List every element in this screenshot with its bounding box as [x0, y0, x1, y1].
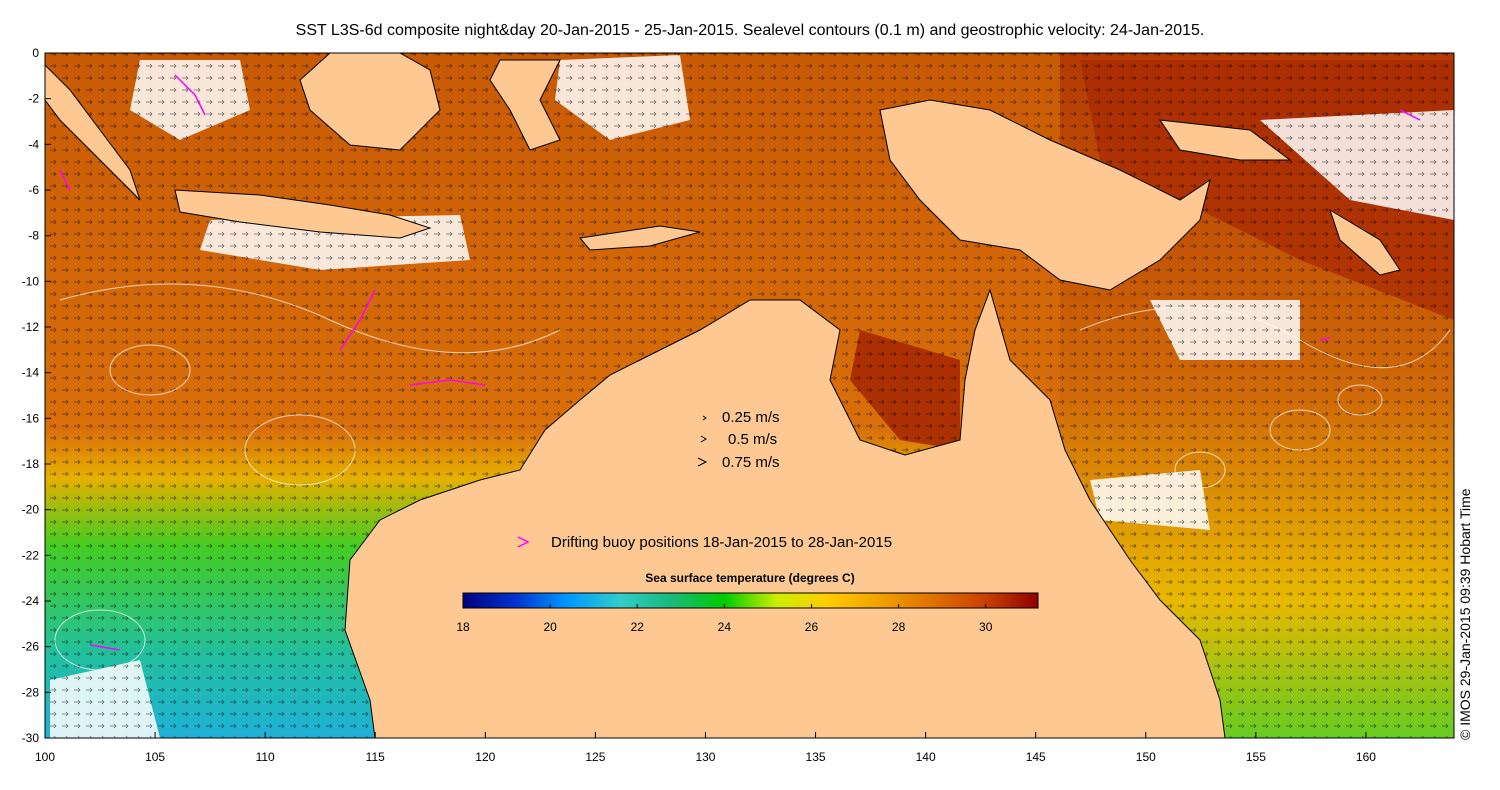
y-tick-label: -6 [28, 183, 39, 197]
y-tick-label: -8 [28, 229, 39, 243]
colorbar-tick-label: 24 [718, 620, 732, 634]
credit-text: © IMOS 29-Jan-2015 09:39 Hobart Time [1457, 488, 1473, 740]
velocity-legend-row-1: 0.25 m/s [702, 409, 780, 426]
timor-land [579, 225, 701, 251]
buoy-marker-icon [517, 536, 530, 548]
arrow-medium-icon [700, 435, 707, 443]
colorbar: Sea surface temperature (degrees C) 18 20… [456, 571, 1039, 634]
x-tick-label: 110 [256, 750, 275, 764]
y-tick-label: -30 [22, 731, 40, 745]
colorbar-tick-label: 22 [631, 620, 645, 634]
solomon-islands-land [1329, 208, 1401, 276]
y-tick-label: -12 [22, 320, 40, 334]
bismarck-land [1158, 119, 1292, 161]
y-tick-label: -24 [22, 594, 40, 608]
velocity-legend-row-3: 0.75 m/s [697, 454, 780, 471]
x-tick-label: 115 [366, 750, 385, 764]
y-tick-label: -14 [22, 366, 40, 380]
colorbar-tick-label: 18 [456, 620, 470, 634]
colorbar-tick-label: 26 [805, 620, 819, 634]
x-tick-label: 120 [475, 750, 495, 764]
australia-land [344, 288, 1226, 739]
velocity-legend-row-2: 0.5 m/s [700, 431, 777, 448]
buoy-tracks [59, 74, 1421, 651]
x-tick-label: 135 [806, 750, 826, 764]
y-tick-label: -2 [28, 92, 39, 106]
x-tick-label: 130 [695, 750, 715, 764]
colorbar-ticks: 18 20 22 24 26 28 30 [456, 604, 993, 634]
y-tick-label: -20 [22, 503, 40, 517]
buoy-legend: Drifting buoy positions 18-Jan-2015 to 2… [517, 534, 892, 551]
velocity-legend: 0.25 m/s 0.5 m/s 0.75 m/s [697, 409, 780, 471]
x-tick-label: 125 [585, 750, 605, 764]
java-land [174, 189, 432, 239]
colorbar-tick-label: 30 [979, 620, 993, 634]
velocity-label-3: 0.75 m/s [722, 454, 780, 471]
borneo-land [299, 52, 441, 151]
y-tick-label: -4 [28, 137, 39, 151]
x-tick-label: 145 [1026, 750, 1046, 764]
x-tick-label: 160 [1356, 750, 1376, 764]
y-tick-label: -28 [22, 685, 40, 699]
sulawesi-land [489, 59, 561, 151]
y-tick-label: -26 [22, 640, 40, 654]
y-tick-label: 0 [32, 46, 39, 60]
x-tick-label: 100 [35, 750, 55, 764]
x-tick-label: 155 [1246, 750, 1266, 764]
map-frame [44, 52, 1455, 739]
colorbar-tick-label: 20 [543, 620, 557, 634]
y-tick-label: -22 [22, 548, 40, 562]
map-area[interactable] [44, 52, 1454, 739]
buoy-legend-label: Drifting buoy positions 18-Jan-2015 to 2… [551, 534, 892, 551]
colorbar-title: Sea surface temperature (degrees C) [645, 571, 854, 585]
x-tick-label: 140 [916, 750, 936, 764]
x-tick-label: 150 [1136, 750, 1156, 764]
arrow-large-icon [697, 457, 708, 467]
sealevel-contours [54, 283, 1451, 671]
arrow-small-icon [702, 415, 707, 421]
new-guinea-land [879, 99, 1211, 291]
y-tick-label: -16 [22, 411, 40, 425]
x-axis: 100 105 110 115 120 125 130 135 140 145 150 155 160 [35, 732, 1376, 764]
y-axis: 0 -2 -4 -6 -8 -10 -12 -14 -16 -18 -20 -22 -24 -26 -28 -… [22, 46, 51, 745]
map-title: SST L3S-6d composite night&day 20-Jan-20… [295, 22, 1205, 39]
colorbar-tick-label: 28 [892, 620, 906, 634]
x-tick-label: 105 [145, 750, 165, 764]
y-tick-label: -10 [22, 274, 40, 288]
velocity-label-1: 0.25 m/s [722, 409, 780, 426]
land-masses [44, 52, 1401, 739]
y-tick-label: -18 [22, 457, 40, 471]
velocity-label-2: 0.5 m/s [728, 431, 777, 448]
colorbar-gradient [462, 592, 1039, 609]
sumatra-land [44, 63, 141, 201]
